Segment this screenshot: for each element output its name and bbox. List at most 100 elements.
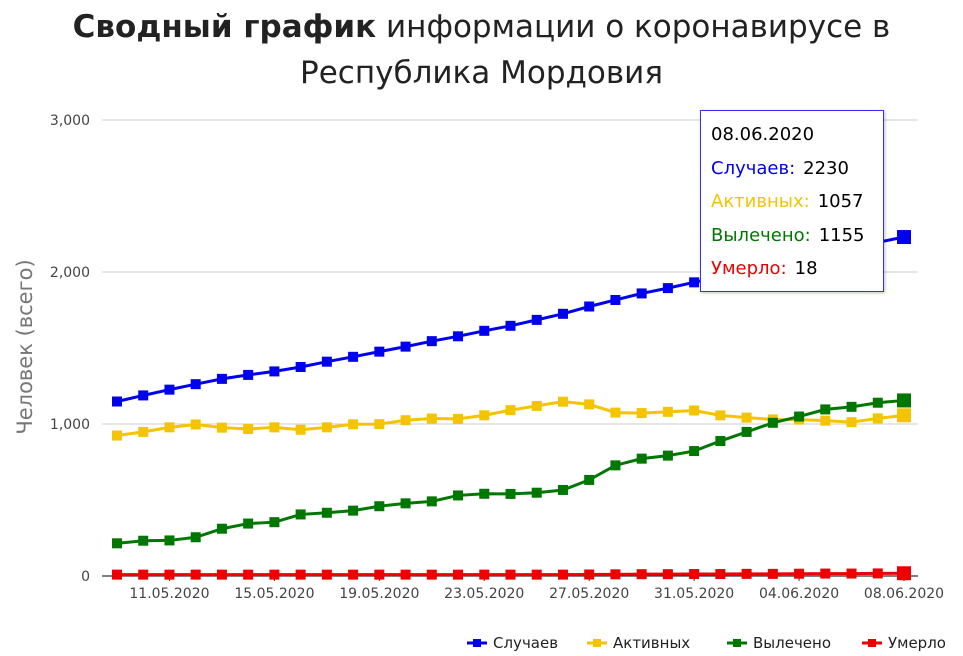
legend-item[interactable]: Умерло (862, 634, 946, 652)
data-point[interactable] (453, 331, 464, 342)
data-point[interactable] (112, 538, 122, 549)
data-point[interactable] (321, 422, 332, 433)
data-point[interactable] (374, 346, 385, 357)
data-point[interactable] (872, 397, 883, 408)
data-point[interactable] (295, 509, 306, 520)
data-point[interactable] (321, 507, 332, 518)
data-point[interactable] (505, 405, 516, 416)
data-point[interactable] (190, 532, 201, 543)
data-point[interactable] (662, 406, 673, 417)
data-point[interactable] (741, 568, 752, 579)
data-point[interactable] (453, 490, 464, 501)
data-point[interactable] (479, 410, 490, 421)
data-point[interactable] (295, 424, 306, 435)
data-point[interactable] (767, 568, 778, 579)
data-point[interactable] (636, 453, 647, 464)
data-point[interactable] (138, 426, 149, 437)
data-point[interactable] (453, 413, 464, 424)
data-point[interactable] (348, 505, 359, 516)
data-point[interactable] (662, 450, 673, 461)
data-point[interactable] (269, 517, 280, 528)
data-point[interactable] (610, 294, 621, 305)
data-point[interactable] (243, 424, 254, 435)
data-point[interactable] (820, 415, 831, 426)
data-point[interactable] (897, 566, 911, 581)
data-point[interactable] (112, 396, 122, 407)
data-point[interactable] (872, 568, 883, 579)
data-point[interactable] (715, 436, 726, 447)
data-point[interactable] (531, 487, 542, 498)
data-point[interactable] (164, 422, 175, 433)
data-point[interactable] (557, 308, 568, 319)
data-point[interactable] (689, 446, 700, 457)
data-point[interactable] (741, 412, 752, 423)
data-point[interactable] (138, 390, 149, 401)
data-point[interactable] (190, 419, 201, 430)
data-point[interactable] (164, 384, 175, 395)
data-point[interactable] (794, 411, 805, 422)
data-point[interactable] (321, 569, 332, 580)
data-point[interactable] (426, 413, 437, 424)
data-point[interactable] (374, 569, 385, 580)
data-point[interactable] (426, 336, 437, 347)
data-point[interactable] (689, 277, 700, 288)
data-point[interactable] (479, 325, 490, 336)
data-point[interactable] (584, 474, 595, 485)
data-point[interactable] (400, 569, 411, 580)
data-point[interactable] (400, 341, 411, 352)
data-point[interactable] (321, 356, 332, 367)
data-point[interactable] (715, 410, 726, 421)
data-point[interactable] (820, 568, 831, 579)
data-point[interactable] (662, 569, 673, 580)
legend-item[interactable]: Случаев (467, 634, 558, 652)
data-point[interactable] (557, 569, 568, 580)
data-point[interactable] (662, 283, 673, 294)
data-point[interactable] (243, 369, 254, 380)
data-point[interactable] (374, 419, 385, 430)
data-point[interactable] (741, 426, 752, 437)
data-point[interactable] (636, 569, 647, 580)
data-point[interactable] (897, 393, 911, 408)
legend-item[interactable]: Вылечено (727, 634, 831, 652)
data-point[interactable] (531, 314, 542, 325)
data-point[interactable] (400, 415, 411, 426)
data-point[interactable] (269, 569, 280, 580)
data-point[interactable] (138, 569, 149, 580)
data-point[interactable] (897, 408, 911, 423)
data-point[interactable] (269, 366, 280, 377)
data-point[interactable] (190, 569, 201, 580)
data-point[interactable] (243, 569, 254, 580)
data-point[interactable] (453, 569, 464, 580)
data-point[interactable] (374, 501, 385, 512)
data-point[interactable] (531, 569, 542, 580)
data-point[interactable] (164, 569, 175, 580)
data-point[interactable] (400, 498, 411, 509)
data-point[interactable] (138, 535, 149, 546)
data-point[interactable] (243, 518, 254, 529)
data-point[interactable] (269, 422, 280, 433)
data-point[interactable] (584, 399, 595, 410)
data-point[interactable] (505, 569, 516, 580)
data-point[interactable] (112, 569, 122, 580)
data-point[interactable] (426, 569, 437, 580)
data-point[interactable] (557, 396, 568, 407)
data-point[interactable] (505, 488, 516, 499)
data-point[interactable] (689, 569, 700, 580)
data-point[interactable] (479, 569, 490, 580)
data-point[interactable] (190, 379, 201, 390)
data-point[interactable] (610, 569, 621, 580)
data-point[interactable] (216, 373, 227, 384)
data-point[interactable] (897, 230, 911, 245)
data-point[interactable] (610, 460, 621, 471)
legend-item[interactable]: Активных (587, 634, 690, 652)
data-point[interactable] (584, 301, 595, 312)
data-point[interactable] (216, 523, 227, 534)
data-point[interactable] (715, 569, 726, 580)
data-point[interactable] (348, 419, 359, 430)
data-point[interactable] (216, 422, 227, 433)
data-point[interactable] (426, 496, 437, 507)
data-point[interactable] (348, 569, 359, 580)
data-point[interactable] (846, 417, 857, 428)
data-point[interactable] (295, 569, 306, 580)
data-point[interactable] (557, 484, 568, 495)
